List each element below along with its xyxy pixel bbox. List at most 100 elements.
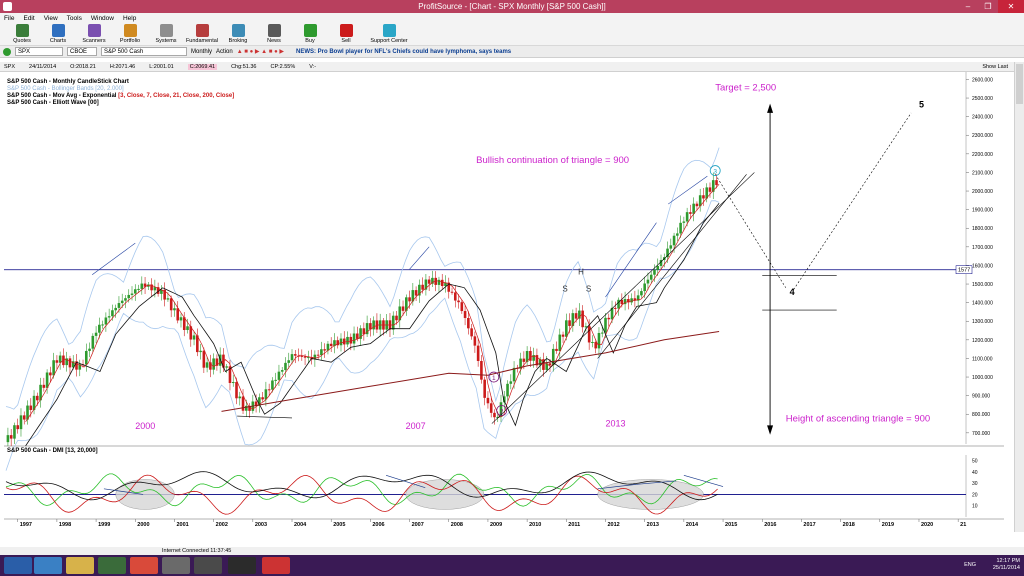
candle-body: [581, 310, 584, 328]
ie-icon[interactable]: [34, 557, 62, 574]
symbol-bar: SPX CBOE S&P 500 Cash Monthly Action ▲ ■…: [0, 46, 1024, 58]
candle-body: [424, 279, 428, 290]
start-icon[interactable]: [4, 557, 32, 574]
candle-body: [542, 359, 545, 370]
shoulder-right-label: S: [586, 284, 591, 293]
candle-body: [156, 287, 160, 294]
broking-button[interactable]: Broking: [220, 23, 256, 45]
support-center-button[interactable]: Support Center: [364, 23, 414, 45]
chrome-icon[interactable]: [130, 557, 158, 574]
time-tick-label: 2013: [647, 522, 659, 528]
candle-body: [199, 350, 202, 353]
base-line-2002: [237, 415, 293, 419]
app-icon-gray[interactable]: [162, 557, 190, 574]
candle-body: [271, 380, 274, 390]
menu-edit[interactable]: Edit: [23, 14, 35, 22]
projection-up: [793, 112, 912, 290]
candle-body: [91, 335, 95, 349]
quote-open: O:2018.21: [70, 63, 96, 70]
target-label: Target = 2,500: [715, 83, 776, 94]
wave-4-label: 4: [790, 287, 795, 297]
exchange-field[interactable]: CBOE: [67, 47, 97, 56]
candle-body: [39, 384, 42, 401]
candle-body: [258, 397, 261, 406]
app-icon: [3, 2, 12, 11]
price-chart[interactable]: 700.000800.000900.0001000.0001100.000120…: [4, 72, 1004, 532]
scanners-button[interactable]: Scanners: [76, 23, 112, 45]
app-icon-ps[interactable]: [228, 557, 256, 574]
candle-body: [140, 283, 144, 289]
candle-body: [117, 303, 121, 308]
candle-body: [496, 416, 500, 418]
time-tick-label: 2000: [137, 522, 149, 528]
drawing-tools-icons[interactable]: ▲ ■ ● ▶ ▲ ■ ● ▶: [236, 49, 284, 55]
dmi-tick-label: 30: [972, 481, 978, 487]
candle-body: [457, 300, 460, 303]
moving-averages: [25, 184, 720, 447]
menu-view[interactable]: View: [43, 14, 58, 22]
candle-body: [538, 359, 542, 366]
candle-body: [444, 282, 447, 287]
security-name-field[interactable]: S&P 500 Cash: [101, 47, 187, 56]
language-indicator[interactable]: ENG: [964, 562, 976, 568]
candle-body: [405, 297, 408, 311]
show-last-button[interactable]: Show Last: [982, 63, 1008, 70]
time-axis: 1997 1998 1999 2000 2001 2002 2003 2004 2005 2006…: [4, 518, 1004, 528]
candle-body: [711, 180, 715, 192]
portfolio-icon: [123, 24, 137, 37]
candle-body: [401, 306, 405, 311]
portfolio-button[interactable]: Portfolio: [112, 23, 148, 45]
candle-body: [238, 396, 242, 399]
candle-body: [196, 335, 199, 353]
main-toolbar: Quotes Charts Scanners Portfolio Systems…: [0, 23, 1024, 46]
candle-body: [548, 363, 552, 366]
legend-candles: S&P 500 Cash - Monthly CandleStick Chart: [7, 79, 129, 85]
candle-body: [545, 363, 549, 370]
sell-button[interactable]: Sell: [328, 23, 364, 45]
restore-button[interactable]: ❐: [984, 2, 992, 11]
explorer-icon[interactable]: [66, 557, 94, 574]
quote-symbol: SPX: [4, 63, 16, 70]
charts-button[interactable]: Charts: [40, 23, 76, 45]
minimize-button[interactable]: –: [965, 2, 971, 11]
systems-button[interactable]: Systems: [148, 23, 184, 45]
chart-grid: [4, 269, 1004, 447]
symbol-input[interactable]: SPX: [15, 47, 63, 56]
candle-body: [483, 379, 486, 398]
time-tick-label: 2007: [412, 522, 424, 528]
candle-body: [49, 372, 52, 376]
menu-file[interactable]: File: [4, 14, 15, 22]
action-menu[interactable]: Action: [216, 48, 233, 55]
candle-body: [71, 361, 75, 368]
app-icon-dark[interactable]: [194, 557, 222, 574]
menu-help[interactable]: Help: [122, 14, 137, 22]
candle-body: [280, 370, 284, 372]
candle-body: [499, 402, 503, 417]
news-button[interactable]: News: [256, 23, 292, 45]
bullish-label: Bullish continuation of triangle = 900: [476, 155, 629, 166]
profitsource-icon[interactable]: [262, 557, 290, 574]
menu-window[interactable]: Window: [90, 14, 114, 22]
chart-area[interactable]: 700.000 800.000 900.000 1000.000 1100.000 120…: [4, 72, 1004, 532]
buy-button[interactable]: Buy: [292, 23, 328, 45]
news-ticker[interactable]: NEWS: Pro Bowl player for NFL's Chiefs c…: [295, 48, 512, 55]
fundamental-icon: [195, 24, 209, 37]
vertical-scrollbar[interactable]: [1014, 62, 1024, 532]
quotes-button[interactable]: Quotes: [4, 23, 40, 45]
candle-body: [600, 332, 604, 334]
period-dropdown[interactable]: Monthly: [191, 48, 213, 55]
close-button[interactable]: ✕: [998, 0, 1024, 13]
price-tick-label: 2200.000: [972, 152, 993, 158]
year-label-2000: 2000: [135, 421, 155, 431]
menu-tools[interactable]: Tools: [66, 14, 82, 22]
candle-body: [623, 299, 627, 305]
scroll-thumb[interactable]: [1016, 64, 1023, 104]
app-icon-green[interactable]: [98, 557, 126, 574]
fundamental-button[interactable]: Fundamental: [184, 23, 220, 45]
candle-body: [55, 360, 59, 363]
trend-arrow-2007: [409, 246, 430, 270]
wave-2-circle: [496, 405, 508, 416]
candle-body: [610, 307, 614, 320]
candle-body: [535, 355, 539, 366]
year-label-2013: 2013: [605, 418, 625, 428]
